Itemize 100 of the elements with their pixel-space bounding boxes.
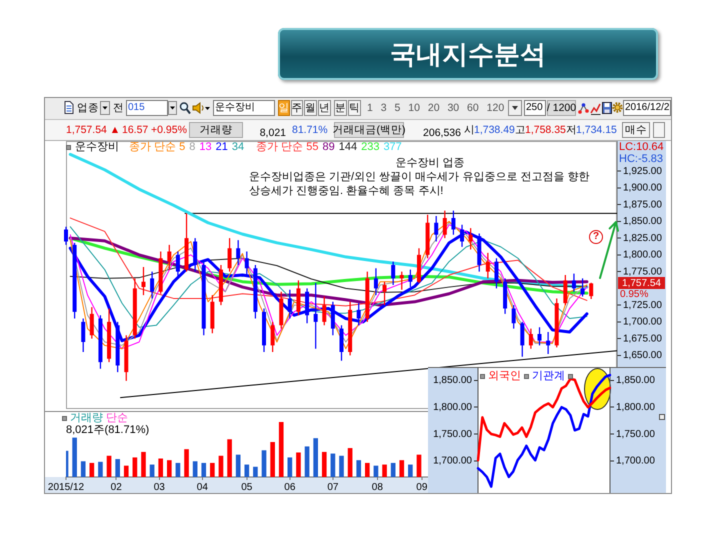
candlestick	[451, 210, 456, 235]
candlestick	[210, 295, 214, 334]
text: 고	[515, 123, 526, 137]
candlestick	[477, 233, 482, 272]
text: 13	[199, 141, 212, 153]
text: 1,738.49	[474, 123, 515, 137]
bar	[166, 460, 172, 477]
annotation: ?	[592, 231, 600, 242]
bar	[80, 461, 86, 477]
bar	[158, 458, 164, 477]
y2-tick-label: 1,750.00	[616, 428, 656, 440]
y-tick-label: 1,850.00	[433, 375, 472, 386]
y-tick-label: 1,825.00	[623, 232, 662, 244]
text: 377	[383, 141, 402, 153]
y-tick-label: 1,700.00	[433, 456, 472, 467]
candlestick	[563, 275, 568, 306]
bar	[176, 462, 180, 477]
text: LC:10.64	[619, 141, 664, 153]
candlestick	[98, 315, 102, 369]
candlestick	[434, 216, 438, 242]
text: 저	[566, 123, 577, 137]
y2-tick-label: 1,850.00	[616, 375, 656, 386]
y-tick-label: 1,775.00	[623, 266, 662, 278]
candlestick	[356, 303, 361, 326]
candlestick	[572, 274, 576, 292]
annotation: 운수장비 업종	[395, 157, 465, 169]
bar	[106, 456, 112, 477]
candlestick	[167, 244, 172, 270]
bar	[90, 462, 94, 477]
bar	[408, 464, 413, 477]
bar	[390, 462, 396, 477]
x-tick-label: 04	[196, 482, 208, 493]
candlestick	[503, 278, 508, 314]
text: 국내지수분석	[390, 39, 546, 69]
text: 1,758.35	[525, 123, 566, 137]
candlestick	[141, 266, 146, 296]
candlestick	[528, 328, 533, 349]
bar	[141, 452, 146, 477]
bar	[339, 456, 344, 477]
candlestick	[81, 318, 86, 352]
candlestick	[408, 270, 412, 288]
button: 매수	[622, 122, 650, 138]
button: 월	[304, 100, 317, 116]
candlestick	[512, 305, 516, 329]
legend-title: 운수장비	[75, 141, 119, 153]
text: 종가 단순 5	[129, 141, 186, 153]
candlestick	[520, 322, 524, 357]
candlestick	[158, 252, 163, 294]
bar	[304, 446, 310, 477]
candlestick	[72, 242, 77, 319]
candlestick	[124, 335, 128, 381]
text: 81.71%	[292, 123, 328, 137]
candlestick	[228, 238, 232, 272]
bar	[72, 438, 77, 477]
text-field: 2016/12/2	[623, 100, 671, 116]
button: 년	[318, 100, 331, 116]
candlestick	[486, 252, 490, 278]
text: / 1200	[546, 101, 576, 115]
text: 8,021	[260, 127, 286, 139]
text: 34	[232, 141, 244, 153]
bar	[262, 450, 266, 477]
bar	[296, 452, 301, 477]
x-tick-label: 07	[327, 482, 339, 493]
text: 업종	[77, 101, 99, 115]
candlestick	[296, 280, 300, 316]
candlestick	[391, 262, 396, 286]
y-tick-label: 1,700.00	[623, 316, 662, 328]
text: 시	[464, 123, 475, 137]
text-field: 250	[524, 100, 546, 116]
bar	[210, 462, 215, 477]
candlestick	[202, 262, 206, 336]
candlestick	[218, 264, 223, 306]
text: +0.95%	[151, 123, 187, 137]
candlestick	[442, 210, 447, 238]
text: 16.57	[122, 123, 148, 137]
candlestick	[150, 272, 154, 298]
bar	[356, 460, 362, 477]
text: 89	[322, 141, 335, 153]
candlestick	[589, 282, 594, 300]
bar	[201, 462, 206, 477]
y-tick-label: 1,900.00	[623, 182, 662, 194]
bar	[322, 452, 327, 477]
y-tick-label: 1,925.00	[623, 166, 662, 177]
text: 외국인	[488, 370, 521, 382]
text-field: 운수장비	[213, 100, 275, 116]
bar	[124, 466, 129, 477]
candlestick	[580, 278, 585, 296]
annotation: 단순	[106, 412, 128, 424]
candlestick	[554, 298, 559, 348]
candlestick	[416, 248, 421, 284]
bar	[184, 449, 189, 477]
annotation: 운수장비업종은 기관/외인 쌍끌이 매수세가 유입중으로 전고점을 향한 상승세가 진행중임. 환율수혜 종목 주시!	[249, 171, 590, 197]
x-tick-label: 06	[284, 482, 296, 493]
x-tick-label: 08	[372, 482, 384, 493]
candlestick	[330, 302, 335, 336]
x-tick-label: 09	[416, 482, 428, 493]
text: 144	[338, 141, 358, 153]
bar	[330, 454, 336, 477]
text: 1 3 5 10 20 30 60 120	[367, 101, 504, 115]
candlestick	[236, 240, 240, 265]
